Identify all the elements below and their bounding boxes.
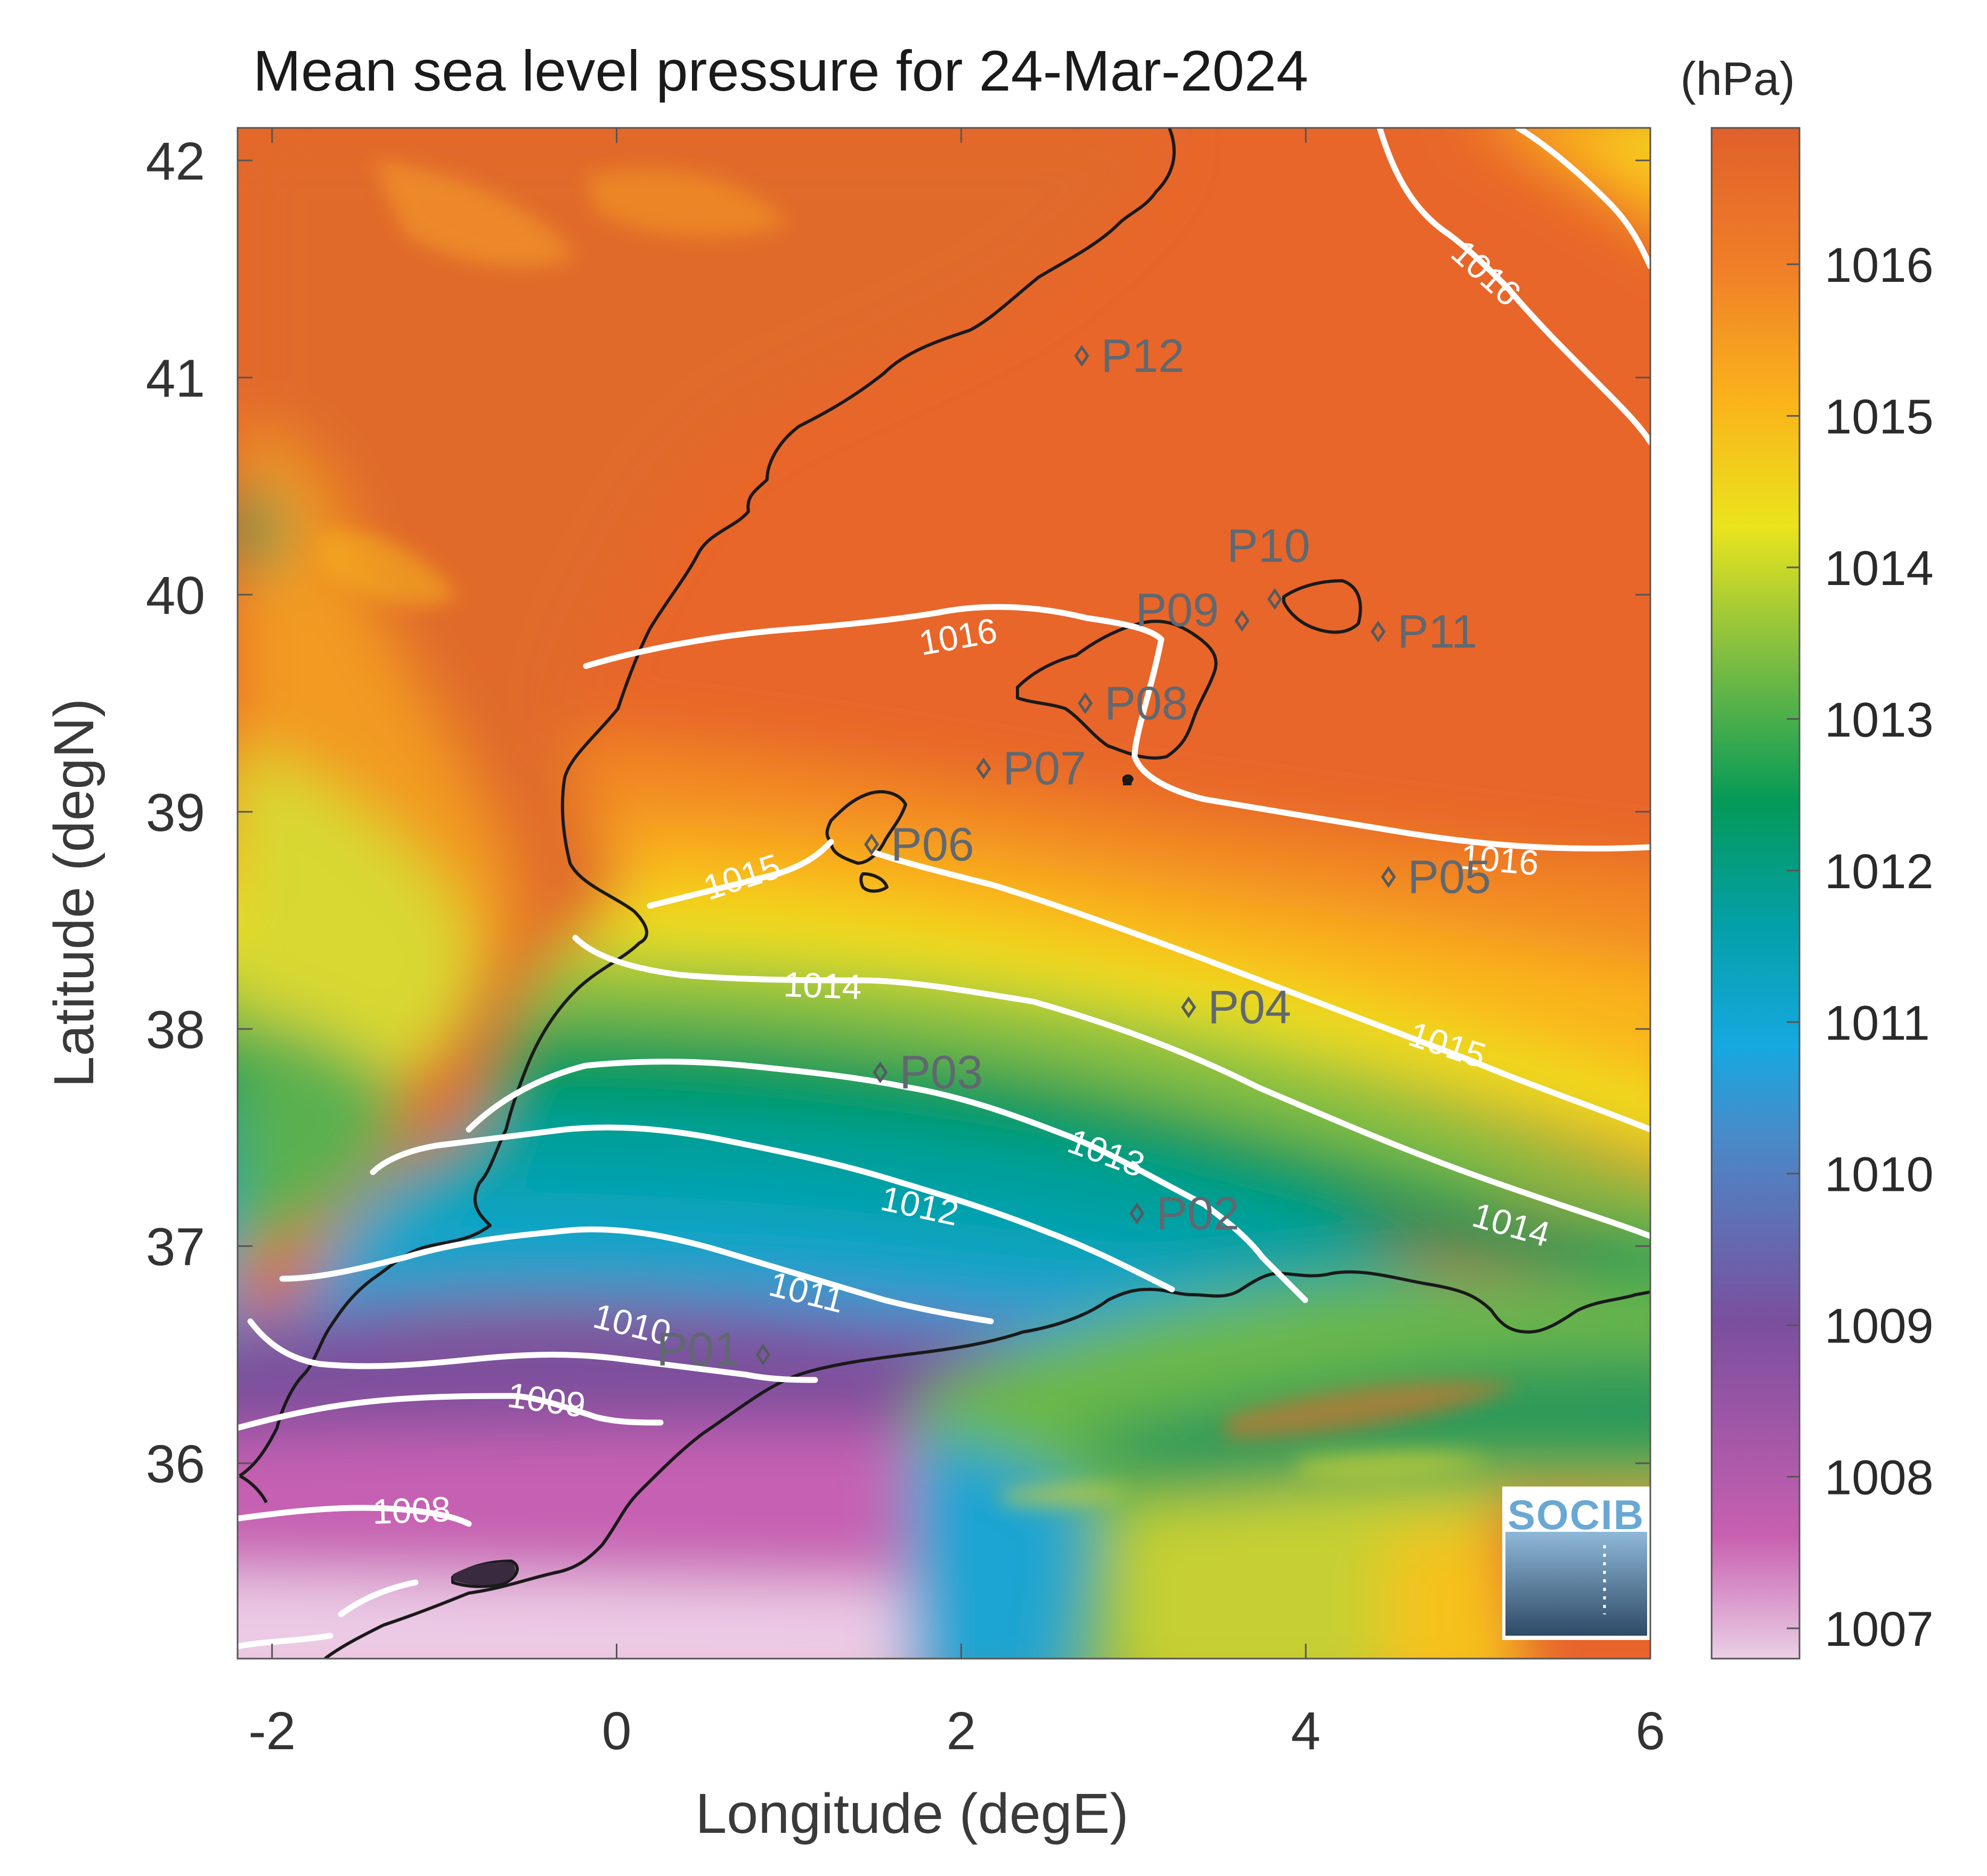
x-axis-label: Longitude (degE): [695, 1782, 1128, 1845]
colorbar-unit: (hPa): [1680, 52, 1795, 105]
station-marker: P12: [1074, 329, 1185, 382]
y-tick-label: 37: [146, 1217, 205, 1277]
station-label: P05: [1407, 850, 1491, 903]
colorbar-tick-label: 1009: [1825, 1299, 1934, 1353]
isobar-1013: [466, 1059, 1308, 1303]
small-islands: [453, 777, 1133, 1585]
isobar-1010: [247, 1318, 818, 1383]
y-tick-label: 38: [146, 1000, 205, 1060]
y-tick-label: 42: [146, 132, 205, 191]
station-marker: P05: [1381, 850, 1491, 903]
x-tick-label: 0: [602, 1701, 632, 1761]
station-marker: P11: [1370, 605, 1477, 657]
colorbar-scale: [1711, 127, 1801, 1660]
isobar-1009: [238, 1393, 664, 1431]
station-label: P11: [1397, 605, 1477, 657]
isobar-1016-ne-2: [1515, 128, 1650, 270]
isobars: [238, 128, 1650, 1650]
station-marker: P06: [864, 818, 974, 871]
isobar-1014: [572, 935, 1650, 1239]
colorbar-tick-label: 1008: [1825, 1451, 1934, 1505]
station-label: P07: [1003, 742, 1086, 794]
socib-logo: SOCIB: [1502, 1487, 1650, 1640]
station-label: P04: [1208, 980, 1291, 1033]
colorbar-tick-label: 1010: [1825, 1148, 1934, 1202]
station-marker: P09: [1136, 583, 1250, 636]
isobar-1015: [647, 839, 1650, 1133]
colorbar-tick-label: 1007: [1825, 1602, 1934, 1656]
station-label: P10: [1227, 519, 1310, 572]
y-axis-label: Latitude (degN): [43, 699, 105, 1088]
isobar-1016-center: [583, 604, 1650, 852]
colorbar-tick-label: 1015: [1825, 389, 1934, 444]
colorbar-tick-label: 1016: [1825, 238, 1934, 293]
colorbar: (hPa) 1007 1008 1009 1010 1011 1012 1013 1014 10…: [1680, 52, 1934, 1660]
y-axis: 36 37 38 39 40 41 42: [146, 132, 1650, 1494]
station-label: P01: [656, 1322, 740, 1375]
plot-frame: [237, 127, 1651, 1660]
socib-logo-text: SOCIB: [1508, 1491, 1644, 1538]
station-marker: P10: [1227, 519, 1310, 610]
station-marker: P07: [976, 742, 1086, 794]
contour-label: 1008: [372, 1489, 451, 1531]
isobar-1016-ne: [1377, 128, 1650, 445]
y-tick-label: 40: [146, 566, 205, 626]
y-tick-label: 36: [146, 1434, 205, 1494]
colorbar-tick-label: 1014: [1825, 541, 1934, 596]
station-label: P08: [1104, 677, 1188, 729]
pressure-field: [238, 128, 1650, 1659]
x-tick-label: 4: [1291, 1701, 1321, 1761]
isobar-1008-sw: [238, 1579, 419, 1650]
station-marker: P02: [1129, 1187, 1240, 1240]
station-label: P12: [1101, 329, 1185, 382]
station-label: P09: [1136, 583, 1219, 636]
station-label: P03: [899, 1046, 983, 1099]
station-marker: P08: [1078, 677, 1188, 729]
colorbar-tick-label: 1011: [1825, 996, 1930, 1050]
map-title: Mean sea level pressure for 24-Mar-2024: [253, 38, 1308, 103]
station-label: P02: [1156, 1187, 1240, 1240]
contour-label: 1016: [1459, 837, 1541, 883]
isobar-1012: [370, 1124, 1175, 1293]
x-tick-label: -2: [248, 1701, 296, 1761]
x-tick-label: 2: [947, 1701, 976, 1761]
x-tick-label: 6: [1635, 1701, 1665, 1761]
isobar-1011: [279, 1226, 994, 1325]
station-label: P06: [891, 818, 974, 871]
isobar-1008: [238, 1505, 472, 1527]
contour-label: 1014: [783, 964, 862, 1006]
station-marker: P01: [656, 1322, 771, 1375]
y-tick-label: 41: [146, 349, 205, 409]
station-marker: P04: [1181, 980, 1291, 1033]
colorbar-tick-label: 1013: [1825, 693, 1934, 747]
colorbar-tick-label: 1012: [1825, 844, 1934, 899]
x-axis: -2 0 2 4 6: [248, 128, 1665, 1761]
station-marker: P03: [873, 1046, 983, 1099]
y-tick-label: 39: [146, 783, 205, 843]
